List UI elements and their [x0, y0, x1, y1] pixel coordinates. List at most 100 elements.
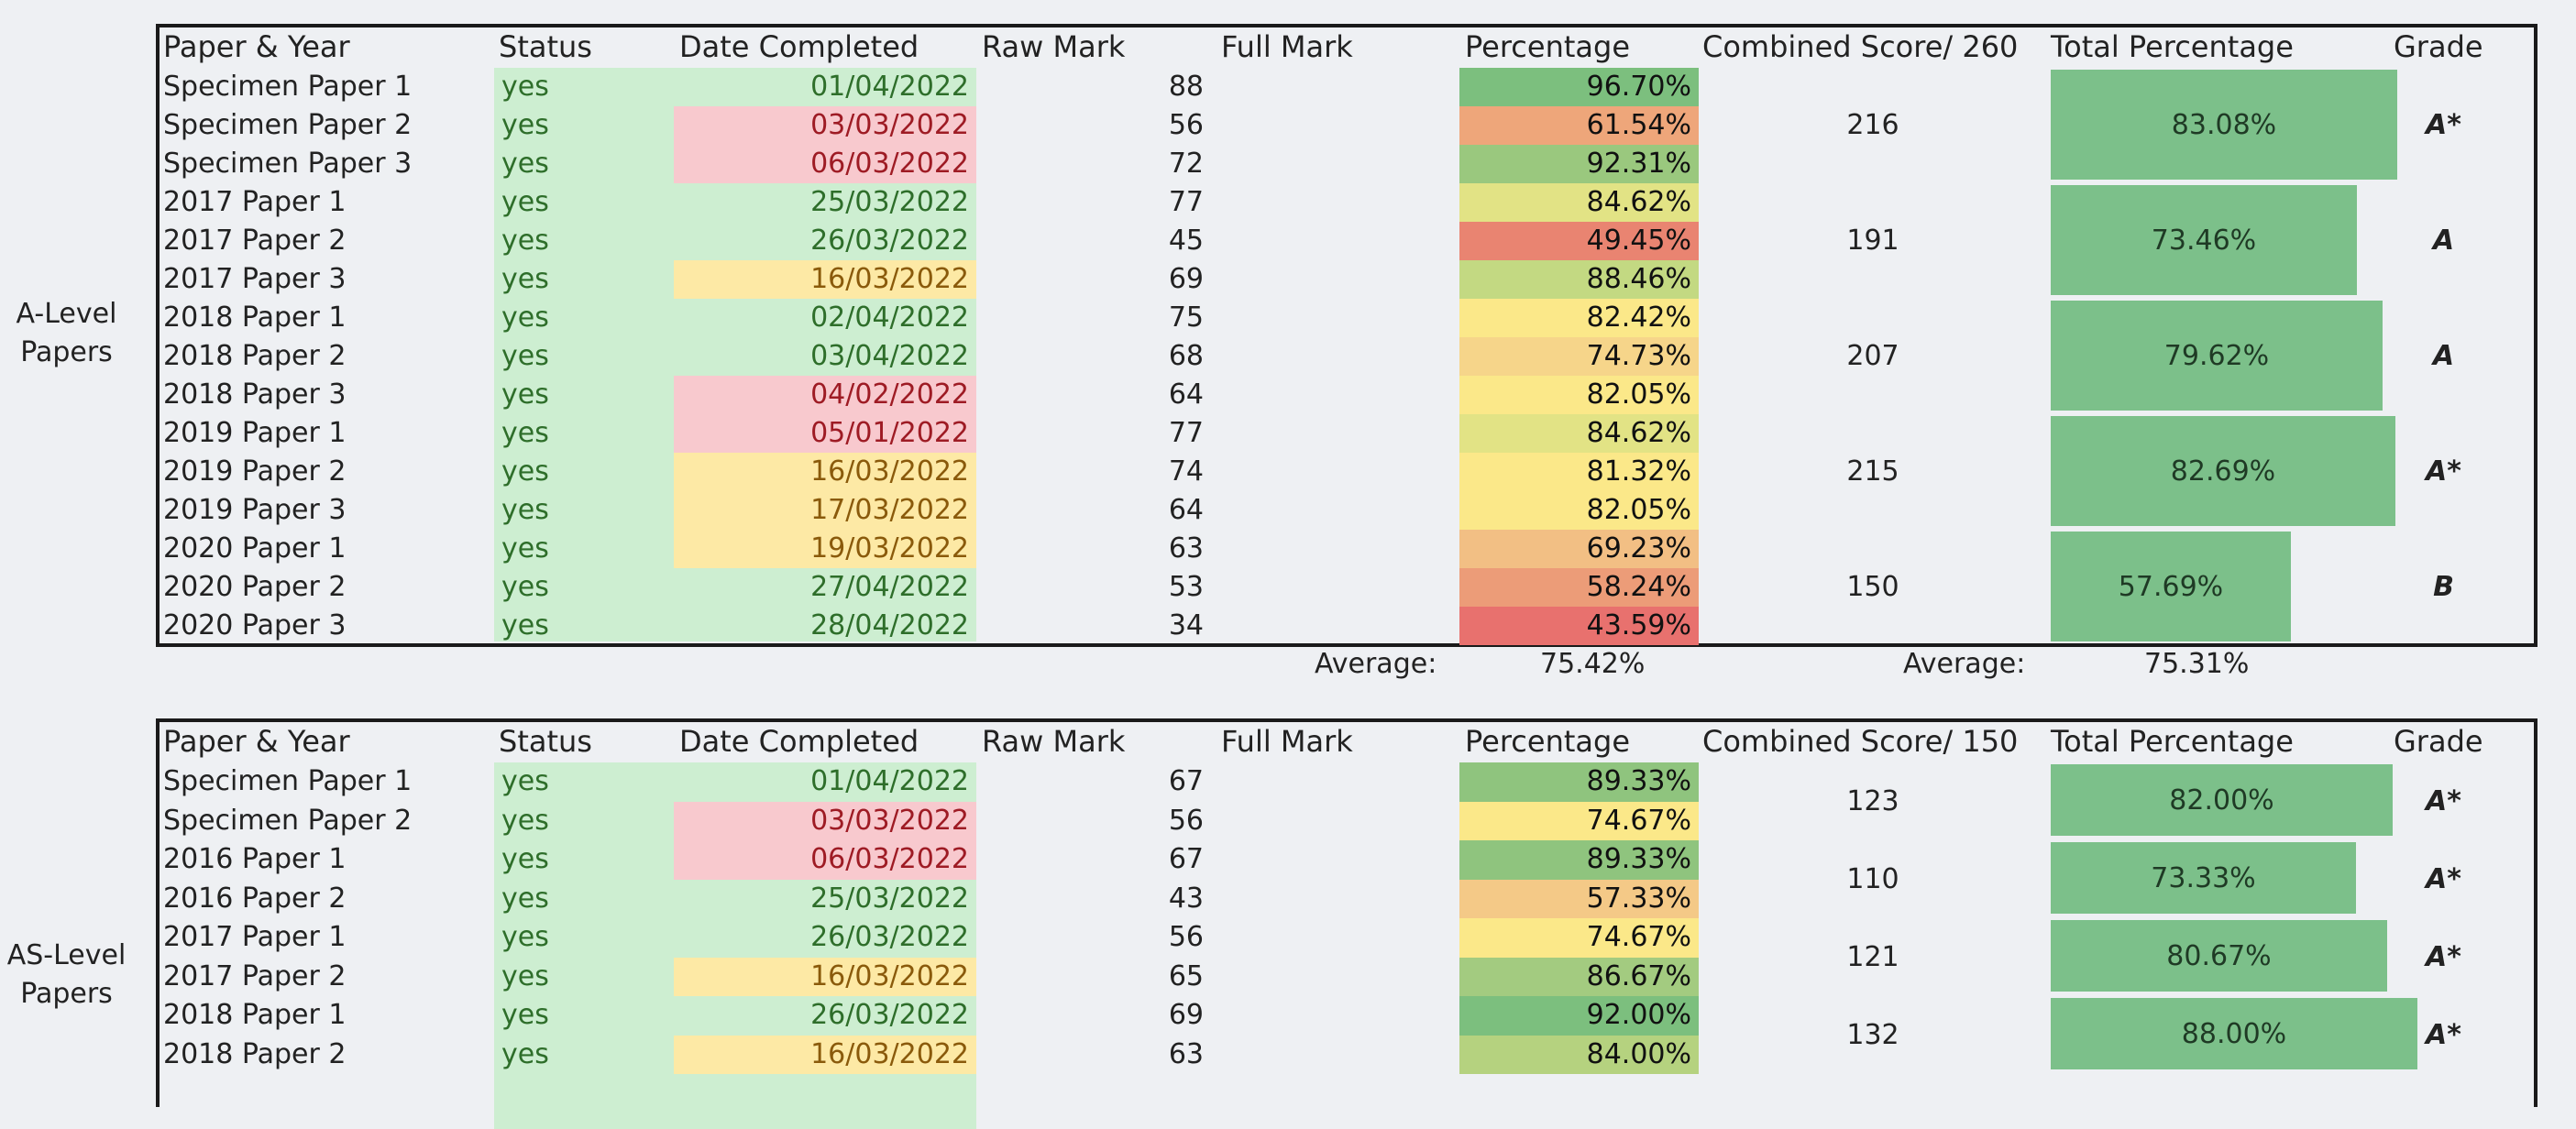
header-total-percentage[interactable]: Total Percentage	[2051, 724, 2294, 759]
raw-mark-cell[interactable]: 45	[1168, 225, 1204, 257]
grade-cell[interactable]: A	[2432, 225, 2455, 257]
raw-mark-cell[interactable]: 69	[1168, 999, 1204, 1031]
raw-mark-cell[interactable]: 63	[1168, 1037, 1204, 1070]
combined-score-cell[interactable]: 216	[1846, 109, 1899, 141]
percentage-cell[interactable]: 58.24%	[1459, 568, 1699, 607]
raw-mark-cell[interactable]: 56	[1168, 804, 1204, 837]
paper-year-cell[interactable]: 2017 Paper 3	[163, 263, 347, 295]
header-paper-year[interactable]: Paper & Year	[163, 724, 350, 759]
status-cell[interactable]: yes	[501, 959, 549, 992]
percentage-cell[interactable]: 96.70%	[1459, 68, 1699, 106]
header-status[interactable]: Status	[499, 724, 592, 759]
raw-mark-cell[interactable]: 53	[1168, 571, 1204, 603]
date-completed-cell[interactable]: 27/04/2022	[810, 571, 969, 603]
status-cell[interactable]: yes	[501, 455, 549, 488]
date-completed-cell[interactable]: 16/03/2022	[674, 453, 976, 491]
percentage-cell[interactable]: 86.67%	[1459, 957, 1699, 996]
combined-score-cell[interactable]: 191	[1846, 225, 1899, 257]
status-cell[interactable]: yes	[501, 263, 549, 295]
status-cell[interactable]: yes	[501, 148, 549, 180]
status-cell[interactable]: yes	[501, 765, 549, 797]
percentage-cell[interactable]: 49.45%	[1459, 222, 1699, 260]
percentage-cell[interactable]: 74.67%	[1459, 801, 1699, 840]
date-completed-cell[interactable]: 04/02/2022	[674, 376, 976, 414]
percentage-cell[interactable]: 84.62%	[1459, 183, 1699, 222]
paper-year-cell[interactable]: 2017 Paper 1	[163, 921, 347, 953]
date-completed-cell[interactable]: 06/03/2022	[674, 145, 976, 183]
paper-year-cell[interactable]: Specimen Paper 2	[163, 109, 413, 141]
date-completed-cell[interactable]: 06/03/2022	[674, 840, 976, 880]
raw-mark-cell[interactable]: 64	[1168, 494, 1204, 526]
header-date-completed[interactable]: Date Completed	[679, 29, 919, 64]
date-completed-cell[interactable]: 17/03/2022	[674, 491, 976, 530]
status-cell[interactable]: yes	[501, 186, 549, 218]
raw-mark-cell[interactable]: 56	[1168, 109, 1204, 141]
grade-cell[interactable]: A	[2432, 340, 2455, 372]
date-completed-cell[interactable]: 16/03/2022	[674, 260, 976, 299]
status-cell[interactable]: yes	[501, 225, 549, 257]
total-percentage-bar[interactable]: 82.00%	[2051, 764, 2393, 836]
status-cell[interactable]: yes	[501, 843, 549, 875]
total-percentage-bar[interactable]: 73.46%	[2051, 185, 2357, 295]
percentage-cell[interactable]: 92.31%	[1459, 145, 1699, 183]
paper-year-cell[interactable]: Specimen Paper 1	[163, 765, 413, 797]
paper-year-cell[interactable]: 2018 Paper 1	[163, 301, 347, 334]
paper-year-cell[interactable]: Specimen Paper 1	[163, 71, 413, 103]
status-cell[interactable]: yes	[501, 417, 549, 449]
status-cell[interactable]: yes	[501, 804, 549, 837]
total-percentage-bar[interactable]: 79.62%	[2051, 301, 2383, 411]
percentage-cell[interactable]: 57.33%	[1459, 879, 1699, 918]
percentage-cell[interactable]: 74.73%	[1459, 337, 1699, 376]
percentage-cell[interactable]: 82.05%	[1459, 376, 1699, 414]
date-completed-cell[interactable]: 16/03/2022	[674, 1035, 976, 1074]
total-percentage-bar[interactable]: 88.00%	[2051, 998, 2417, 1069]
date-completed-cell[interactable]: 01/04/2022	[810, 71, 969, 103]
percentage-cell[interactable]: 82.42%	[1459, 299, 1699, 337]
status-cell[interactable]: yes	[501, 301, 549, 334]
status-cell[interactable]: yes	[501, 71, 549, 103]
raw-mark-cell[interactable]: 67	[1168, 843, 1204, 875]
status-cell[interactable]: yes	[501, 378, 549, 411]
raw-mark-cell[interactable]: 77	[1168, 186, 1204, 218]
date-completed-cell[interactable]: 03/04/2022	[810, 340, 969, 372]
header-raw-mark[interactable]: Raw Mark	[982, 724, 1126, 759]
date-completed-cell[interactable]: 01/04/2022	[810, 765, 969, 797]
paper-year-cell[interactable]: 2020 Paper 1	[163, 532, 347, 564]
paper-year-cell[interactable]: 2017 Paper 2	[163, 959, 347, 992]
paper-year-cell[interactable]: 2016 Paper 2	[163, 882, 347, 915]
grade-cell[interactable]: A*	[2426, 785, 2461, 817]
grade-cell[interactable]: A*	[2426, 941, 2461, 973]
percentage-cell[interactable]: 89.33%	[1459, 762, 1699, 802]
paper-year-cell[interactable]: 2017 Paper 1	[163, 186, 347, 218]
raw-mark-cell[interactable]: 88	[1168, 71, 1204, 103]
raw-mark-cell[interactable]: 43	[1168, 882, 1204, 915]
percentage-cell[interactable]: 82.05%	[1459, 491, 1699, 530]
raw-mark-cell[interactable]: 68	[1168, 340, 1204, 372]
paper-year-cell[interactable]: 2016 Paper 1	[163, 843, 347, 875]
combined-score-cell[interactable]: 207	[1846, 340, 1899, 372]
status-cell[interactable]: yes	[501, 999, 549, 1031]
combined-score-cell[interactable]: 110	[1846, 863, 1899, 895]
percentage-cell[interactable]: 69.23%	[1459, 530, 1699, 568]
paper-year-cell[interactable]: Specimen Paper 3	[163, 148, 413, 180]
raw-mark-cell[interactable]: 34	[1168, 609, 1204, 641]
grade-cell[interactable]: B	[2433, 571, 2454, 603]
status-cell[interactable]: yes	[501, 571, 549, 603]
raw-mark-cell[interactable]: 63	[1168, 532, 1204, 564]
paper-year-cell[interactable]: 2019 Paper 2	[163, 455, 347, 488]
date-completed-cell[interactable]: 05/01/2022	[674, 414, 976, 453]
